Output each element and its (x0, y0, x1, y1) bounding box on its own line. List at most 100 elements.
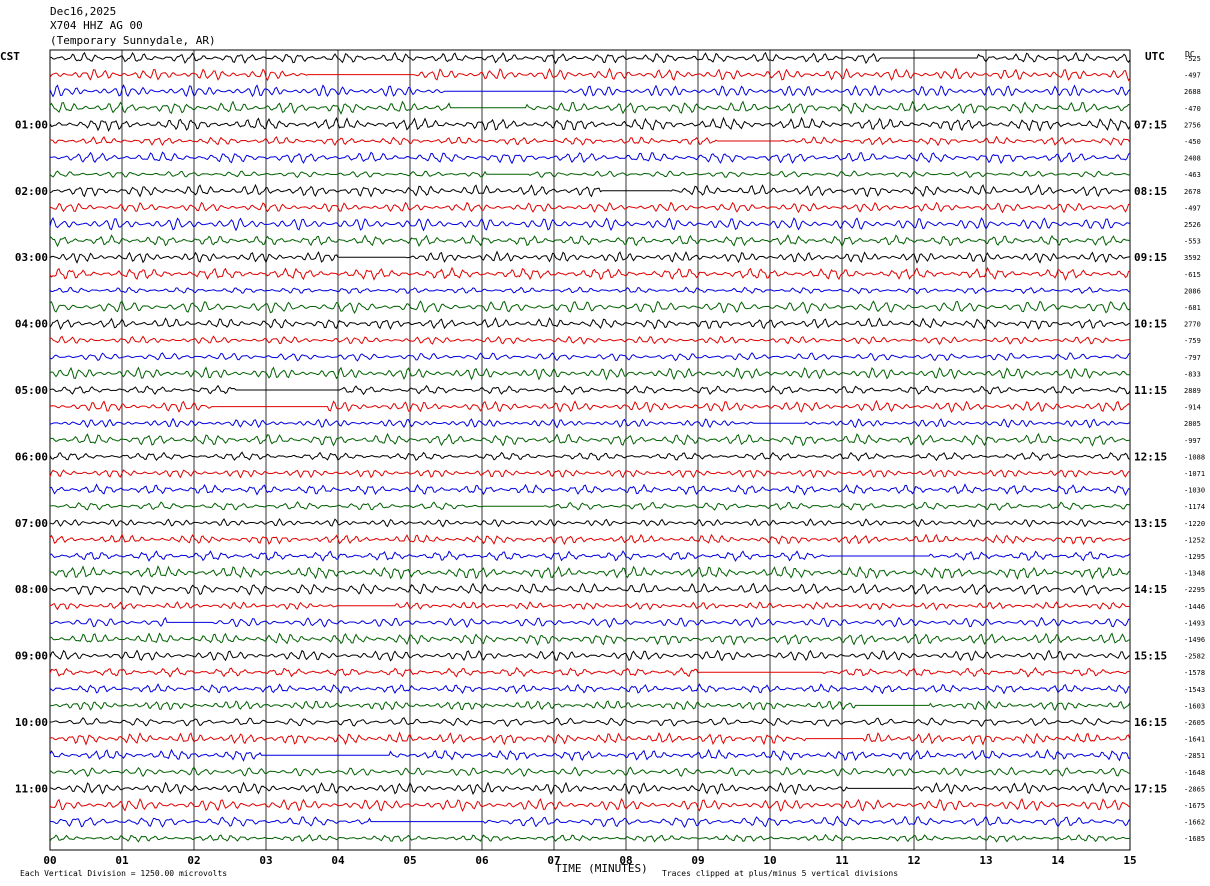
x-tick-label-05: 05 (403, 854, 416, 867)
dc-offset-label-26: -1030 (1184, 487, 1205, 495)
trace-line-11 (49, 234, 1131, 248)
trace-line-3 (49, 100, 1131, 115)
x-tick-label-13: 13 (979, 854, 992, 867)
trace-line-1 (49, 67, 1131, 82)
dc-offset-label-22: 2805 (1184, 420, 1201, 428)
dc-offset-label-37: -1578 (1184, 669, 1205, 677)
trace-line-0 (49, 51, 1131, 65)
left-time-label-2: 03:00 (15, 251, 48, 264)
x-tick-label-15: 15 (1123, 854, 1136, 867)
dc-offset-label-38: -1543 (1184, 686, 1205, 694)
right-time-label-8: 15:15 (1134, 650, 1167, 663)
trace-line-27 (49, 501, 1131, 511)
dc-offset-label-2: 2688 (1184, 88, 1201, 96)
trace-line-28 (49, 518, 1131, 528)
trace-line-19 (49, 366, 1131, 381)
dc-offset-label-7: -463 (1184, 171, 1201, 179)
trace-line-14 (49, 286, 1131, 295)
dc-offset-label-36: -2582 (1184, 653, 1205, 661)
trace-line-43 (49, 766, 1131, 778)
trace-line-44 (49, 781, 1131, 796)
right-timezone-label: UTC (1145, 50, 1165, 63)
plot-date: Dec16,2025 (50, 5, 117, 18)
trace-line-18 (49, 352, 1131, 362)
dc-offset-label-47: -1685 (1184, 835, 1205, 843)
x-tick-label-08: 08 (619, 854, 632, 867)
left-time-label-1: 02:00 (15, 185, 48, 198)
left-time-label-9: 10:00 (15, 716, 48, 729)
left-time-label-7: 08:00 (15, 583, 48, 596)
x-axis-title: TIME (MINUTES) (555, 862, 648, 875)
dc-offset-label-30: -1295 (1184, 553, 1205, 561)
dc-offset-label-23: -997 (1184, 437, 1201, 445)
dc-offset-label-19: -833 (1184, 370, 1201, 378)
grid-lines (49, 49, 1131, 851)
trace-line-45 (49, 797, 1131, 812)
x-tick-label-09: 09 (691, 854, 704, 867)
right-time-label-10: 17:15 (1134, 782, 1167, 795)
dc-offset-label-11: -553 (1184, 238, 1201, 246)
x-tick-label-11: 11 (835, 854, 849, 867)
trace-line-5 (49, 135, 1131, 147)
dc-offset-label-10: 2526 (1184, 221, 1201, 229)
trace-line-20 (49, 384, 1131, 396)
dc-offset-label-40: -2605 (1184, 719, 1205, 727)
x-tick-label-04: 04 (331, 854, 345, 867)
left-time-label-6: 07:00 (15, 517, 48, 530)
dc-offset-label-41: -1641 (1184, 736, 1205, 744)
right-time-label-5: 12:15 (1134, 450, 1167, 463)
trace-line-46 (49, 815, 1131, 828)
dc-offset-label-0: -525 (1184, 55, 1201, 63)
left-time-label-0: 01:00 (15, 118, 48, 131)
dc-offset-label-12: 3592 (1184, 254, 1201, 262)
trace-line-9 (49, 201, 1131, 214)
dc-offset-label-43: -1648 (1184, 769, 1205, 777)
trace-line-4 (49, 116, 1131, 132)
dc-offset-label-32: -2295 (1184, 586, 1205, 594)
right-time-label-6: 13:15 (1134, 517, 1167, 530)
dc-offset-label-20: 2889 (1184, 387, 1201, 395)
dc-offset-label-15: -681 (1184, 304, 1201, 312)
trace-line-29 (49, 533, 1131, 546)
left-time-label-10: 11:00 (15, 782, 48, 795)
trace-line-24 (49, 451, 1131, 462)
trace-line-39 (49, 700, 1131, 712)
trace-line-31 (49, 565, 1131, 580)
trace-line-12 (49, 250, 1131, 264)
x-tick-label-07: 07 (547, 854, 560, 867)
trace-line-7 (49, 170, 1131, 179)
x-tick-label-03: 03 (259, 854, 272, 867)
dc-offset-label-17: -759 (1184, 337, 1201, 345)
dc-offset-label-9: -497 (1184, 204, 1201, 212)
left-timezone-label: CST (0, 50, 20, 63)
dc-offset-label-3: -470 (1184, 105, 1201, 113)
trace-line-13 (49, 266, 1131, 281)
trace-line-16 (49, 317, 1131, 330)
x-tick-label-01: 01 (115, 854, 129, 867)
left-time-label-8: 09:00 (15, 650, 48, 663)
dc-offset-label-45: -1675 (1184, 802, 1205, 810)
dc-offset-label-5: -450 (1184, 138, 1201, 146)
trace-line-10 (49, 216, 1131, 232)
trace-group (49, 51, 1131, 843)
dc-offset-label-35: -1496 (1184, 636, 1205, 644)
left-time-label-3: 04:00 (15, 318, 48, 331)
dc-offset-label-1: -497 (1184, 72, 1201, 80)
dc-offset-label-28: -1220 (1184, 520, 1205, 528)
x-tick-label-14: 14 (1051, 854, 1065, 867)
dc-offset-label-18: -797 (1184, 354, 1201, 362)
dc-offset-label-27: -1174 (1184, 503, 1205, 511)
dc-offset-label-44: -2865 (1184, 785, 1205, 793)
trace-line-33 (49, 601, 1131, 611)
dc-offset-label-13: -615 (1184, 271, 1201, 279)
dc-offset-label-21: -914 (1184, 404, 1201, 412)
trace-line-41 (49, 731, 1131, 746)
right-time-label-0: 07:15 (1134, 118, 1167, 131)
x-tick-label-10: 10 (763, 854, 776, 867)
trace-line-6 (49, 151, 1131, 165)
left-time-label-4: 05:00 (15, 384, 48, 397)
dc-offset-label-14: 2086 (1184, 287, 1201, 295)
right-time-label-9: 16:15 (1134, 716, 1167, 729)
right-time-label-7: 14:15 (1134, 583, 1167, 596)
